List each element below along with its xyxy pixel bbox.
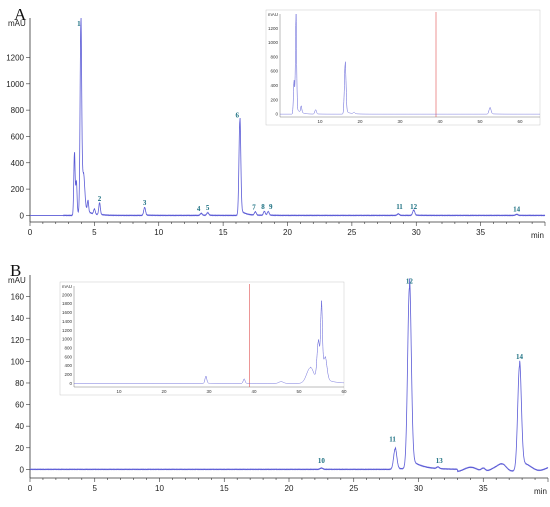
inset-y-tick-label: 400	[64, 363, 72, 368]
x-axis-label: min	[534, 487, 547, 496]
y-tick-label: 0	[20, 211, 25, 220]
peak-label: 9	[269, 203, 273, 211]
y-tick-label: 160	[11, 293, 25, 302]
y-tick-label: 60	[15, 401, 24, 410]
inset-y-tick-label: 600	[270, 69, 278, 74]
panel-label: B	[10, 261, 21, 280]
x-tick-label: 20	[283, 228, 292, 237]
y-tick-label: 800	[11, 106, 25, 115]
peak-label: 4	[197, 205, 201, 213]
inset-x-tick-label: 30	[206, 389, 212, 394]
peak-label: 3	[143, 199, 147, 207]
inset-y-tick-label: 2000	[62, 292, 73, 297]
peak-label: 10	[318, 457, 326, 465]
y-tick-label: 140	[11, 314, 25, 323]
inset-y-tick-label: 1400	[62, 319, 73, 324]
y-tick-label: 1200	[6, 53, 24, 62]
panel-label: A	[14, 5, 27, 24]
peak-label: 2	[98, 195, 102, 203]
x-tick-label: 20	[285, 484, 294, 493]
inset-x-tick-label: 50	[296, 389, 302, 394]
x-tick-label: 0	[28, 228, 33, 237]
inset-y-tick-label: 1600	[62, 310, 73, 315]
x-tick-label: 30	[412, 228, 421, 237]
peak-label: 8	[261, 203, 265, 211]
peak-label: 14	[516, 353, 524, 361]
peak-label: 5	[206, 204, 210, 212]
peak-label: 7	[252, 203, 256, 211]
inset-x-tick-label: 30	[397, 119, 403, 124]
inset-chart: mAU 0 200 400 600 800 1000 1200 10 20 30 40 50 60	[265, 9, 541, 126]
peak-label: 13	[436, 457, 444, 465]
peak-label: 12	[410, 203, 418, 211]
peak-label: 11	[396, 203, 403, 211]
peak-label: 1	[77, 20, 81, 28]
y-tick-label: 20	[15, 444, 24, 453]
inset-x-tick-label: 20	[161, 389, 167, 394]
inset-y-tick-label: 1800	[62, 301, 73, 306]
inset-y-tick-label: 200	[270, 97, 278, 102]
inset-x-tick-label: 20	[357, 119, 363, 124]
inset-y-tick-label: 1200	[62, 328, 73, 333]
inset-y-tick-label: 600	[64, 354, 72, 359]
y-tick-label: 600	[11, 132, 25, 141]
inset-trace	[280, 14, 540, 115]
x-tick-label: 30	[414, 484, 423, 493]
inset-y-axis-label: mAU	[268, 12, 278, 17]
y-tick-label: 400	[11, 159, 25, 168]
peak-label: 12	[406, 278, 414, 286]
inset-y-tick-label: 400	[270, 83, 278, 88]
y-tick-label: 120	[11, 336, 25, 345]
y-tick-label: 80	[15, 379, 24, 388]
inset-x-tick-label: 10	[317, 119, 323, 124]
inset-y-tick-label: 200	[64, 372, 72, 377]
inset-trace	[74, 300, 345, 384]
y-axis-label: mAU	[8, 19, 26, 28]
inset-y-tick-label: 800	[64, 346, 72, 351]
inset-x-tick-label: 50	[477, 119, 483, 124]
x-tick-label: 10	[155, 484, 164, 493]
x-tick-label: 35	[479, 484, 488, 493]
x-tick-label: 35	[476, 228, 485, 237]
inset-y-tick-label: 800	[270, 54, 278, 59]
inset-y-axis-label: mAU	[62, 284, 72, 289]
inset-x-tick-label: 40	[437, 119, 443, 124]
inset-frame	[59, 281, 345, 396]
inset-y-tick-label: 0	[69, 381, 72, 386]
inset-y-tick-label: 1000	[62, 337, 73, 342]
inset-x-tick-label: 60	[517, 119, 523, 124]
peak-label: 6	[236, 111, 240, 119]
x-tick-label: 15	[219, 228, 228, 237]
x-tick-label: 5	[92, 228, 97, 237]
inset-x-tick-label: 60	[341, 389, 347, 394]
x-tick-label: 25	[347, 228, 356, 237]
x-tick-label: 15	[220, 484, 229, 493]
inset-y-tick-label: 0	[275, 112, 278, 117]
x-axis-label: min	[531, 231, 544, 240]
inset-chart: mAU 0 200 400 600 800 1000 1200 1400 1600 1800 2000…	[59, 281, 347, 396]
inset-frame	[265, 9, 541, 126]
inset-x-tick-label: 40	[251, 389, 257, 394]
inset-y-tick-label: 1200	[268, 26, 279, 31]
x-tick-label: 5	[93, 484, 98, 493]
chromatogram-trace	[30, 17, 546, 217]
y-tick-label: 200	[11, 185, 25, 194]
y-axis-label: mAU	[8, 276, 26, 285]
peak-label: 11	[389, 435, 396, 443]
inset-y-tick-label: 1000	[268, 40, 279, 45]
y-tick-label: 1000	[6, 80, 24, 89]
x-tick-label: 25	[349, 484, 358, 493]
x-tick-label: 10	[154, 228, 163, 237]
x-tick-label: 0	[28, 484, 33, 493]
peak-label: 14	[513, 205, 521, 213]
y-tick-label: 100	[11, 357, 25, 366]
chromatogram-trace	[29, 278, 549, 473]
inset-x-tick-label: 10	[116, 389, 122, 394]
y-tick-label: 0	[20, 465, 25, 474]
y-tick-label: 40	[15, 422, 24, 431]
